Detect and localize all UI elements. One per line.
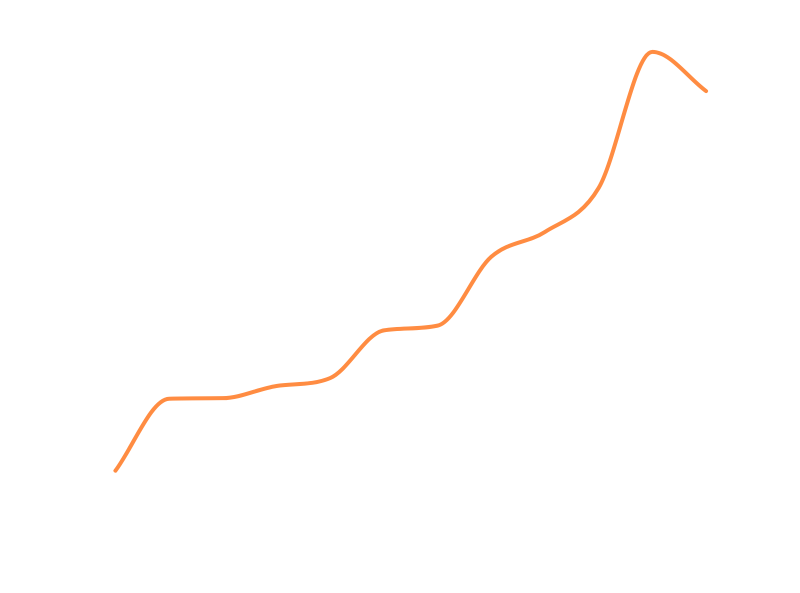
series-layer [113, 49, 709, 473]
series-line-0 [113, 49, 709, 473]
